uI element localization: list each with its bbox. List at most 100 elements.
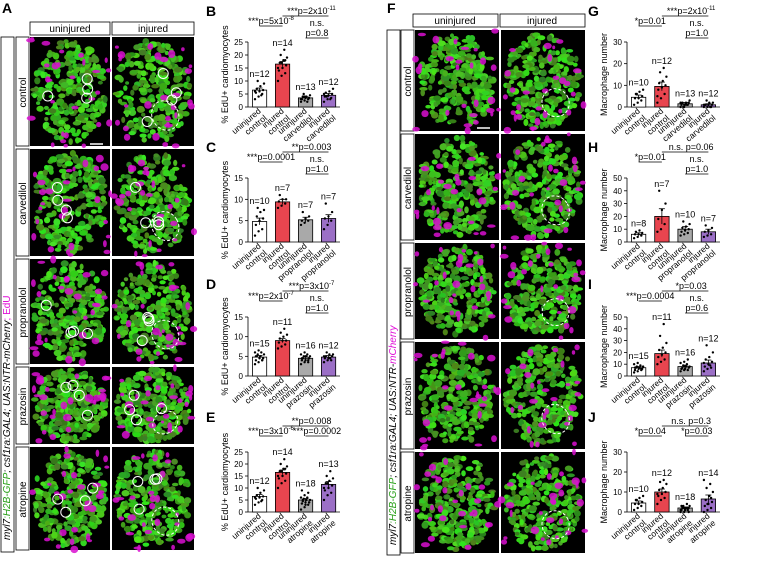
data-point-j-0-2 [640,504,643,508]
data-point-j-0-7 [638,496,641,500]
a-injured-3-micrograph [112,364,196,445]
data-point-b-2-9 [302,92,305,96]
data-point-d-2-5 [307,357,311,360]
stat-label-b-0: ***p=5x10-8 [248,16,294,26]
stat-label-e-2: ***p=0.0002 [293,426,341,436]
y-tick-label-j-10: 10 [613,488,622,497]
data-point-c-3-6 [324,202,327,205]
stat-label-g-1: ***p=2x10-11 [667,6,716,16]
stat-label-b-3: p=0.8 [306,28,329,38]
data-point-i-2-10 [685,363,689,366]
data-point-b-1-0 [276,79,280,83]
genotype-mac-part4: mCherry [388,324,399,363]
y-tick-label-g-0: 0 [618,103,623,112]
n-label-c-1: n=7 [275,183,290,193]
data-point-e-3-3 [323,489,327,492]
column-header-injured-a: injured [138,24,168,35]
n-label-d-3: n=12 [318,340,338,350]
header-box-injured-f [499,13,586,28]
data-point-i-3-1 [706,367,709,371]
data-point-d-0-11 [253,351,257,354]
y-label-b: % EdU+ cardiomyocytes [220,25,230,124]
n-label-g-1: n=12 [652,56,672,66]
data-point-d-0-7 [259,355,262,358]
panel-letter-e: E [206,409,215,425]
bar-e-1 [274,471,291,513]
data-point-h-3-3 [703,230,706,233]
data-point-d-0-10 [260,351,263,354]
data-point-e-3-11 [322,486,326,490]
data-point-e-3-6 [324,482,327,485]
data-point-b-3-3 [323,95,327,98]
data-point-j-3-6 [704,498,707,502]
panel-letter-b: B [206,3,216,19]
stat-label-h-0: *p=0.01 [635,152,666,162]
data-point-i-2-2 [686,368,689,372]
data-point-g-2-12 [683,103,686,107]
data-point-e-1-12 [280,470,283,473]
n-label-h-1: n=7 [654,179,669,189]
data-point-c-3-4 [327,215,330,218]
data-point-j-2-12 [683,506,686,510]
data-point-e-2-0 [299,508,303,511]
data-point-j-1-8 [665,482,668,486]
y-label-i: Macrophage number [599,305,609,388]
data-point-c-1-4 [281,198,284,201]
genotype-label-edu: myl7:H2B-GFP; csf1ra:GAL4; UAS:NTR-mCher… [2,295,13,540]
n-label-c-2: n=7 [298,200,313,210]
data-point-c-0-7 [259,210,262,214]
data-point-c-1-0 [276,206,280,210]
data-point-j-2-9 [682,504,685,508]
a-uninjured-3-micrograph [30,367,112,445]
genotype-box-a [0,36,15,553]
data-point-i-3-7 [708,355,711,359]
y-tick-label-b-20: 20 [234,51,243,60]
row-labels-a: control carvedilol propranolol prazosin atro… [15,36,30,551]
data-point-i-0-1 [636,370,639,373]
data-point-g-1-4 [660,86,664,89]
n-label-g-0: n=10 [628,78,648,88]
data-point-e-3-0 [322,498,326,502]
y-tick-label-e-20: 20 [234,460,243,469]
data-point-e-1-0 [276,486,280,490]
data-point-c-1-6 [278,193,281,197]
y-tick-label-i-40: 40 [613,325,622,334]
data-point-j-3-7 [708,494,711,498]
data-point-h-3-6 [704,224,707,227]
a-injured-4-micrograph [112,447,196,553]
data-point-e-1-2 [284,479,287,482]
data-point-d-0-4 [258,357,261,360]
data-point-i-3-6 [704,358,707,361]
f-row-box-3 [400,341,415,450]
data-point-g-3-4 [707,103,710,107]
y-tick-label-h-50: 50 [613,174,622,183]
data-point-e-0-11 [253,496,257,499]
data-point-d-2-15 [304,355,307,358]
data-point-d-3-4 [327,357,330,360]
data-point-b-1-11 [276,66,280,70]
data-point-h-1-2 [663,222,666,226]
data-point-b-0-6 [255,87,258,91]
stat-label-d-1: ***p=3x10-7 [289,281,335,291]
column-header-uninjured-a: uninjured [49,24,90,35]
f-uninjured-0-micrograph [412,28,501,135]
y-tick-label-i-50: 50 [613,313,622,322]
a-uninjured-4-micrograph [29,446,110,554]
data-point-c-3-3 [323,217,327,220]
data-point-e-3-10 [329,470,332,473]
data-point-i-1-8 [665,341,668,345]
data-point-j-3-12 [706,502,709,506]
f-row-box-4 [400,451,415,554]
stat-label-c-0: ***p=0.0001 [247,152,295,162]
charts: 0 5 10 15 20 25 % EdU+ cardiomyocytes n=12 uninj… [220,6,720,545]
data-point-g-3-6 [704,103,707,107]
data-point-j-3-11 [702,478,706,482]
data-point-j-1-9 [658,480,662,484]
data-point-g-1-0 [656,101,659,104]
f-injured-4-micrograph [497,448,589,553]
f-uninjured-4-micrograph [413,452,502,553]
data-point-d-2-12 [303,351,306,354]
data-point-c-0-8 [262,208,266,212]
